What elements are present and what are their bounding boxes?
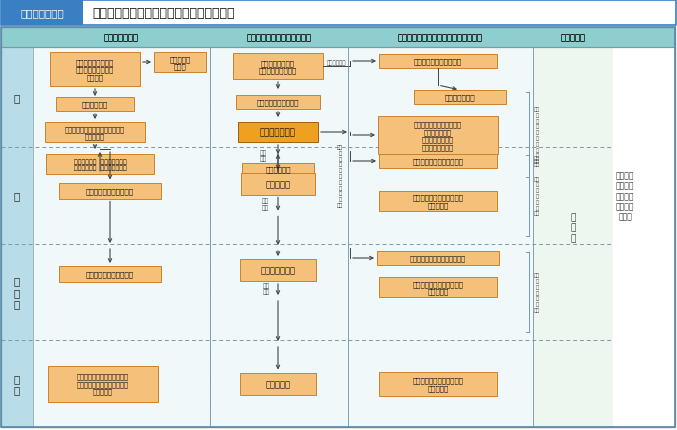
Bar xyxy=(238,123,318,143)
Bar xyxy=(533,48,613,147)
Bar xyxy=(1,28,675,48)
Text: 大規模地震対策特別措置法による主な措置: 大規模地震対策特別措置法による主な措置 xyxy=(92,7,234,20)
Bar xyxy=(33,340,613,427)
Bar xyxy=(379,372,497,396)
Bar xyxy=(1,244,33,340)
Bar xyxy=(1,28,675,48)
Text: 事　前　措　置: 事 前 措 置 xyxy=(104,34,139,43)
Text: 県: 県 xyxy=(14,191,20,201)
Text: （対
策
の
総
合
調
整
・
指
示）: （対 策 の 総 合 調 整 ・ 指 示） xyxy=(534,107,540,164)
Bar xyxy=(56,98,134,112)
Bar xyxy=(33,48,613,147)
Text: 指定公共機関: 指定公共機関 xyxy=(265,166,290,173)
Text: （通
知）: （通 知） xyxy=(259,150,267,162)
Text: 地震防災強化計画に基づく
国の対策の実施
（指定行政機関）
（指定公共機関）: 地震防災強化計画に基づく 国の対策の実施 （指定行政機関） （指定公共機関） xyxy=(414,121,462,150)
Bar xyxy=(1,48,33,147)
Bar xyxy=(33,147,613,244)
Bar xyxy=(59,183,161,199)
Bar xyxy=(1,147,33,244)
Text: 観測・測量
の強化: 観測・測量 の強化 xyxy=(169,56,191,70)
Bar xyxy=(233,54,323,80)
Text: 市町村地震災害警戒本部の設置: 市町村地震災害警戒本部の設置 xyxy=(410,255,466,262)
Bar xyxy=(48,366,158,402)
Text: （対
策
の
連
絡
調
整）: （対 策 の 連 絡 調 整） xyxy=(534,273,540,312)
Text: （追加報告）: （追加報告） xyxy=(327,60,346,66)
Text: 警　戒　宣　言: 警 戒 宣 言 xyxy=(260,128,296,137)
Text: 地震防災強化計画に基づく
対策の実施: 地震防災強化計画に基づく 対策の実施 xyxy=(412,280,464,295)
Bar xyxy=(45,123,145,143)
Bar xyxy=(1,1,676,26)
Text: 中央防災会議: 中央防災会議 xyxy=(82,101,108,108)
Text: 県地震災害警戒本部の設置: 県地震災害警戒本部の設置 xyxy=(412,158,464,165)
Bar xyxy=(533,340,613,427)
Bar xyxy=(59,266,161,283)
Bar xyxy=(236,96,320,110)
Bar xyxy=(33,244,613,340)
Bar xyxy=(377,252,499,265)
Bar xyxy=(379,55,497,69)
Text: 発　災　後: 発 災 後 xyxy=(561,34,586,43)
Text: 気象庁長官による
地震予知情報の報告: 気象庁長官による 地震予知情報の報告 xyxy=(259,60,297,74)
Text: （対
策
の
連
絡
調
整）: （対 策 の 連 絡 調 整） xyxy=(534,176,540,216)
Bar xyxy=(379,191,497,211)
Bar xyxy=(533,147,613,244)
Bar xyxy=(240,373,316,395)
Text: （通
知）: （通 知） xyxy=(261,198,269,210)
Bar xyxy=(46,155,154,175)
Text: 地震防災強化計画の作成: 地震防災強化計画の作成 xyxy=(86,188,134,194)
Text: 住　民　等: 住 民 等 xyxy=(265,379,290,388)
Bar xyxy=(1,1,83,26)
Text: 発　災　後: 発 災 後 xyxy=(561,34,586,43)
Text: 地震防災強化計画に基づく
対策の実施: 地震防災強化計画に基づく 対策の実施 xyxy=(412,194,464,208)
Bar xyxy=(242,163,314,176)
Text: 発
災
後: 発 災 後 xyxy=(570,212,575,243)
Text: 内閣総理大臣（聴議）: 内閣総理大臣（聴議） xyxy=(257,99,299,106)
Text: 中央防災会議による地震防災基本
計画の作成: 中央防災会議による地震防災基本 計画の作成 xyxy=(65,126,125,140)
Text: 内閣総理大臣による
地震防災対策強化地
域の指定: 内閣総理大臣による 地震防災対策強化地 域の指定 xyxy=(76,59,114,81)
Bar xyxy=(379,277,497,297)
Text: 市　町　村　長: 市 町 村 長 xyxy=(261,266,295,275)
Text: 地震防災応急計画に基づく
措置の実施: 地震防災応急計画に基づく 措置の実施 xyxy=(412,377,464,391)
Text: 防災上重要な施設又は事業の
管理者等による地震防災応急
計画の作成: 防災上重要な施設又は事業の 管理者等による地震防災応急 計画の作成 xyxy=(77,373,129,394)
Text: 指定行政機関  による地震防災
指定公共機関  強化計画の作成: 指定行政機関 による地震防災 指定公共機関 強化計画の作成 xyxy=(74,159,127,171)
Text: 予知情報の報告・警戒宣言等: 予知情報の報告・警戒宣言等 xyxy=(246,34,311,43)
Text: 予知情報の報告・警戒宣言等: 予知情報の報告・警戒宣言等 xyxy=(246,34,311,43)
Bar xyxy=(154,53,206,73)
Text: （伝
連）: （伝 連） xyxy=(263,282,269,295)
Bar xyxy=(379,155,497,169)
Text: 自衛隊派遣要請: 自衛隊派遣要請 xyxy=(445,95,475,101)
Text: 民
間: 民 間 xyxy=(14,373,20,394)
Text: 警戒本部の設置・地震防災応急措置等: 警戒本部の設置・地震防災応急措置等 xyxy=(398,34,483,43)
Text: 県　知　事: 県 知 事 xyxy=(265,180,290,189)
Bar xyxy=(414,91,506,105)
Text: 事　前　措　置: 事 前 措 置 xyxy=(104,34,139,43)
Bar xyxy=(240,259,316,281)
Bar xyxy=(1,340,33,427)
Text: （指
示）: （指 示） xyxy=(534,156,540,166)
Bar xyxy=(533,244,613,340)
Text: 地震災害警戒本部の設置: 地震災害警戒本部の設置 xyxy=(414,58,462,65)
Text: 警戒本部の設置・地震防災応急措置等: 警戒本部の設置・地震防災応急措置等 xyxy=(398,34,483,43)
Bar xyxy=(50,53,140,87)
Text: 市
町
村: 市 町 村 xyxy=(14,276,20,309)
Text: 図２－４－１１: 図２－４－１１ xyxy=(20,9,64,18)
Bar xyxy=(241,173,315,195)
Bar xyxy=(378,117,498,155)
Text: 災害対策
基本法の
規定に基
づく措置
の実施: 災害対策 基本法の 規定に基 づく措置 の実施 xyxy=(616,171,634,221)
Text: （報
道
機
関
を
通
じ
て
の
発
表）: （報 道 機 関 を 通 じ て の 発 表） xyxy=(336,144,343,208)
Text: 地震防災強化計画の作成: 地震防災強化計画の作成 xyxy=(86,271,134,278)
Text: 国: 国 xyxy=(14,93,20,103)
